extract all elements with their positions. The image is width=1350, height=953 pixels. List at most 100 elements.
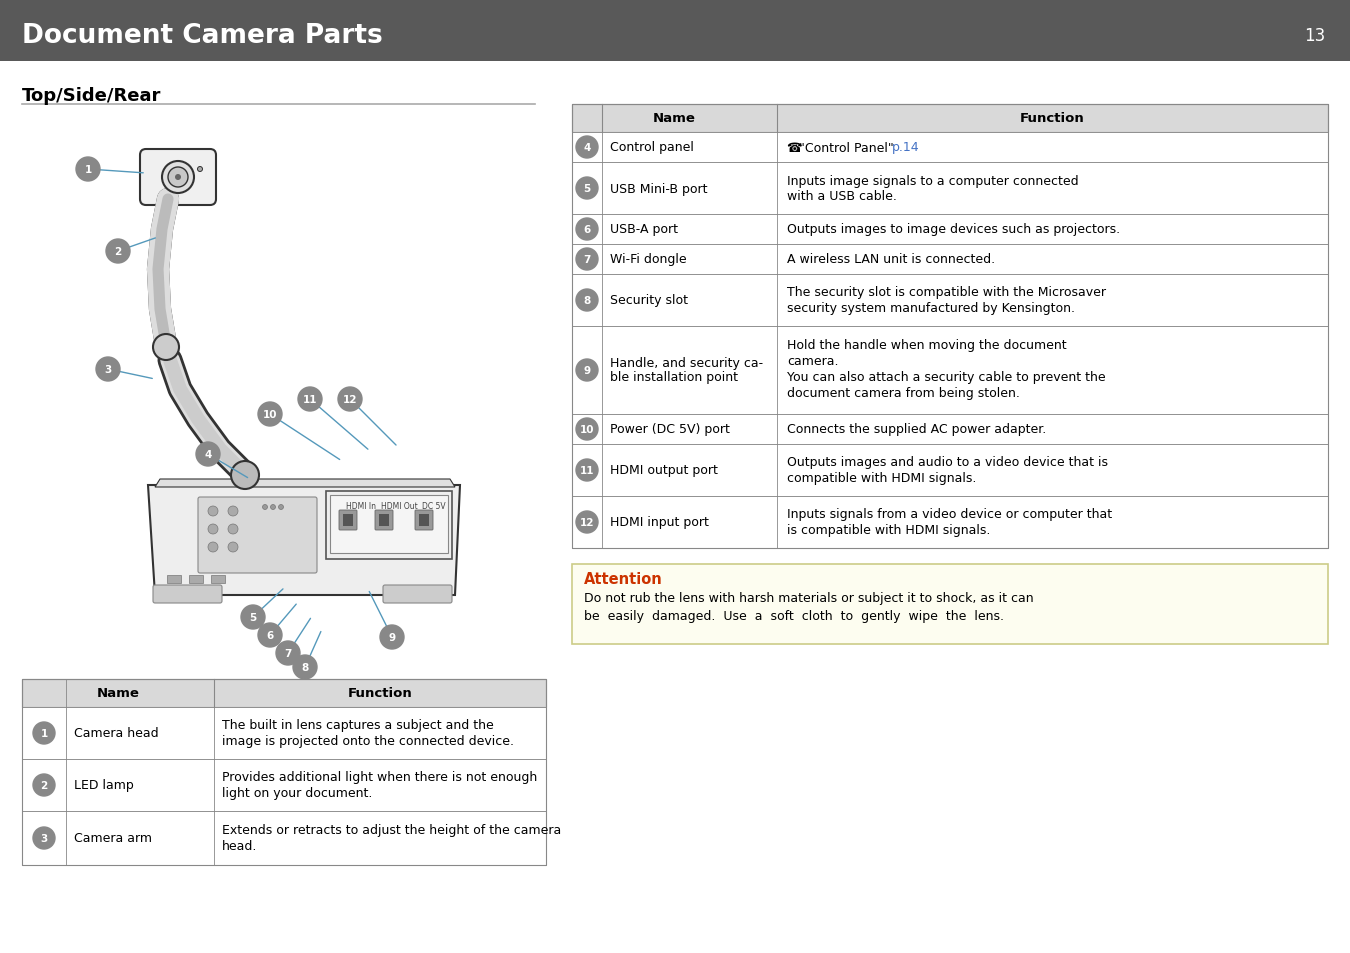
Text: Handle, and security ca-: Handle, and security ca- <box>610 357 763 370</box>
Text: 1: 1 <box>84 165 92 174</box>
FancyBboxPatch shape <box>375 511 393 531</box>
Circle shape <box>196 442 220 467</box>
Text: 7: 7 <box>583 254 591 265</box>
Text: Inputs image signals to a computer connected: Inputs image signals to a computer conne… <box>787 174 1079 188</box>
Polygon shape <box>148 485 460 596</box>
Circle shape <box>293 656 317 679</box>
Text: 7: 7 <box>285 648 292 659</box>
Circle shape <box>262 505 267 510</box>
Text: Function: Function <box>1021 112 1085 126</box>
Circle shape <box>258 402 282 427</box>
Text: USB-A port: USB-A port <box>610 223 678 236</box>
Text: You can also attach a security cable to prevent the: You can also attach a security cable to … <box>787 371 1106 384</box>
Bar <box>22 679 545 865</box>
Text: 3: 3 <box>40 833 47 843</box>
Circle shape <box>32 827 55 849</box>
Text: ble installation point: ble installation point <box>610 371 738 384</box>
Text: document camera from being stolen.: document camera from being stolen. <box>787 387 1019 399</box>
Circle shape <box>576 459 598 481</box>
Text: Name: Name <box>97 687 139 700</box>
Circle shape <box>275 641 300 665</box>
Circle shape <box>338 388 362 412</box>
Bar <box>572 105 1328 132</box>
Bar <box>572 105 1328 548</box>
Bar <box>167 576 181 583</box>
Text: compatible with HDMI signals.: compatible with HDMI signals. <box>787 472 976 485</box>
FancyBboxPatch shape <box>140 150 216 206</box>
Text: "Control Panel": "Control Panel" <box>799 141 898 154</box>
Circle shape <box>379 625 404 649</box>
Text: Outputs images to image devices such as projectors.: Outputs images to image devices such as … <box>787 223 1120 236</box>
Text: p.14: p.14 <box>891 141 919 154</box>
Text: HDMI output port: HDMI output port <box>610 464 718 477</box>
Text: Security slot: Security slot <box>610 294 688 307</box>
Bar <box>572 415 1328 444</box>
Circle shape <box>208 506 217 517</box>
Text: 8: 8 <box>301 662 309 672</box>
Circle shape <box>231 461 259 490</box>
Circle shape <box>176 174 181 181</box>
Text: 9: 9 <box>389 633 396 642</box>
FancyBboxPatch shape <box>414 511 433 531</box>
Text: 11: 11 <box>579 465 594 476</box>
Circle shape <box>167 168 188 188</box>
Text: 6: 6 <box>266 630 274 640</box>
Bar <box>22 679 545 707</box>
Circle shape <box>153 335 180 360</box>
Circle shape <box>197 168 202 172</box>
Text: Outputs images and audio to a video device that is: Outputs images and audio to a video devi… <box>787 456 1108 469</box>
Text: Power (DC 5V) port: Power (DC 5V) port <box>610 423 730 436</box>
Circle shape <box>242 605 265 629</box>
Text: Attention: Attention <box>585 572 663 587</box>
Bar <box>572 564 1328 644</box>
FancyBboxPatch shape <box>198 497 317 574</box>
Circle shape <box>96 357 120 381</box>
Text: 13: 13 <box>1304 27 1324 45</box>
Text: 12: 12 <box>579 517 594 527</box>
Text: be  easily  damaged.  Use  a  soft  cloth  to  gently  wipe  the  lens.: be easily damaged. Use a soft cloth to g… <box>585 610 1004 623</box>
Circle shape <box>76 158 100 182</box>
Text: Connects the supplied AC power adapter.: Connects the supplied AC power adapter. <box>787 423 1046 436</box>
Text: Hold the handle when moving the document: Hold the handle when moving the document <box>787 338 1066 352</box>
Circle shape <box>258 623 282 647</box>
Text: with a USB cable.: with a USB cable. <box>787 191 896 203</box>
Bar <box>572 245 1328 274</box>
Bar <box>572 497 1328 548</box>
Circle shape <box>107 240 130 264</box>
Circle shape <box>228 506 238 517</box>
Text: Control panel: Control panel <box>610 141 694 154</box>
Text: 1: 1 <box>40 728 47 739</box>
Bar <box>572 327 1328 415</box>
Bar <box>189 576 202 583</box>
Text: security system manufactured by Kensington.: security system manufactured by Kensingt… <box>787 302 1075 315</box>
Text: image is projected onto the connected device.: image is projected onto the connected de… <box>221 735 514 748</box>
Circle shape <box>162 162 194 193</box>
Text: 12: 12 <box>343 395 358 405</box>
Bar <box>379 515 389 526</box>
Text: head.: head. <box>221 840 258 853</box>
Bar <box>418 515 429 526</box>
Circle shape <box>208 542 217 553</box>
Text: 8: 8 <box>583 295 591 306</box>
Circle shape <box>32 722 55 744</box>
Text: Inputs signals from a video device or computer that: Inputs signals from a video device or co… <box>787 508 1112 521</box>
Text: A wireless LAN unit is connected.: A wireless LAN unit is connected. <box>787 253 995 266</box>
Text: Do not rub the lens with harsh materials or subject it to shock, as it can: Do not rub the lens with harsh materials… <box>585 592 1034 605</box>
Text: is compatible with HDMI signals.: is compatible with HDMI signals. <box>787 524 991 537</box>
Circle shape <box>228 542 238 553</box>
Polygon shape <box>155 479 455 488</box>
Circle shape <box>278 505 283 510</box>
Text: 2: 2 <box>115 247 122 256</box>
Circle shape <box>576 290 598 312</box>
Bar <box>325 492 452 559</box>
Text: HDMI Out: HDMI Out <box>381 502 417 511</box>
Text: 9: 9 <box>583 366 590 375</box>
Circle shape <box>576 359 598 381</box>
Bar <box>572 444 1328 497</box>
Circle shape <box>576 219 598 241</box>
Text: The security slot is compatible with the Microsaver: The security slot is compatible with the… <box>787 286 1106 299</box>
Text: Top/Side/Rear: Top/Side/Rear <box>22 87 162 105</box>
Text: Extends or retracts to adjust the height of the camera: Extends or retracts to adjust the height… <box>221 823 562 837</box>
Bar <box>22 707 545 760</box>
Text: 5: 5 <box>250 613 256 622</box>
